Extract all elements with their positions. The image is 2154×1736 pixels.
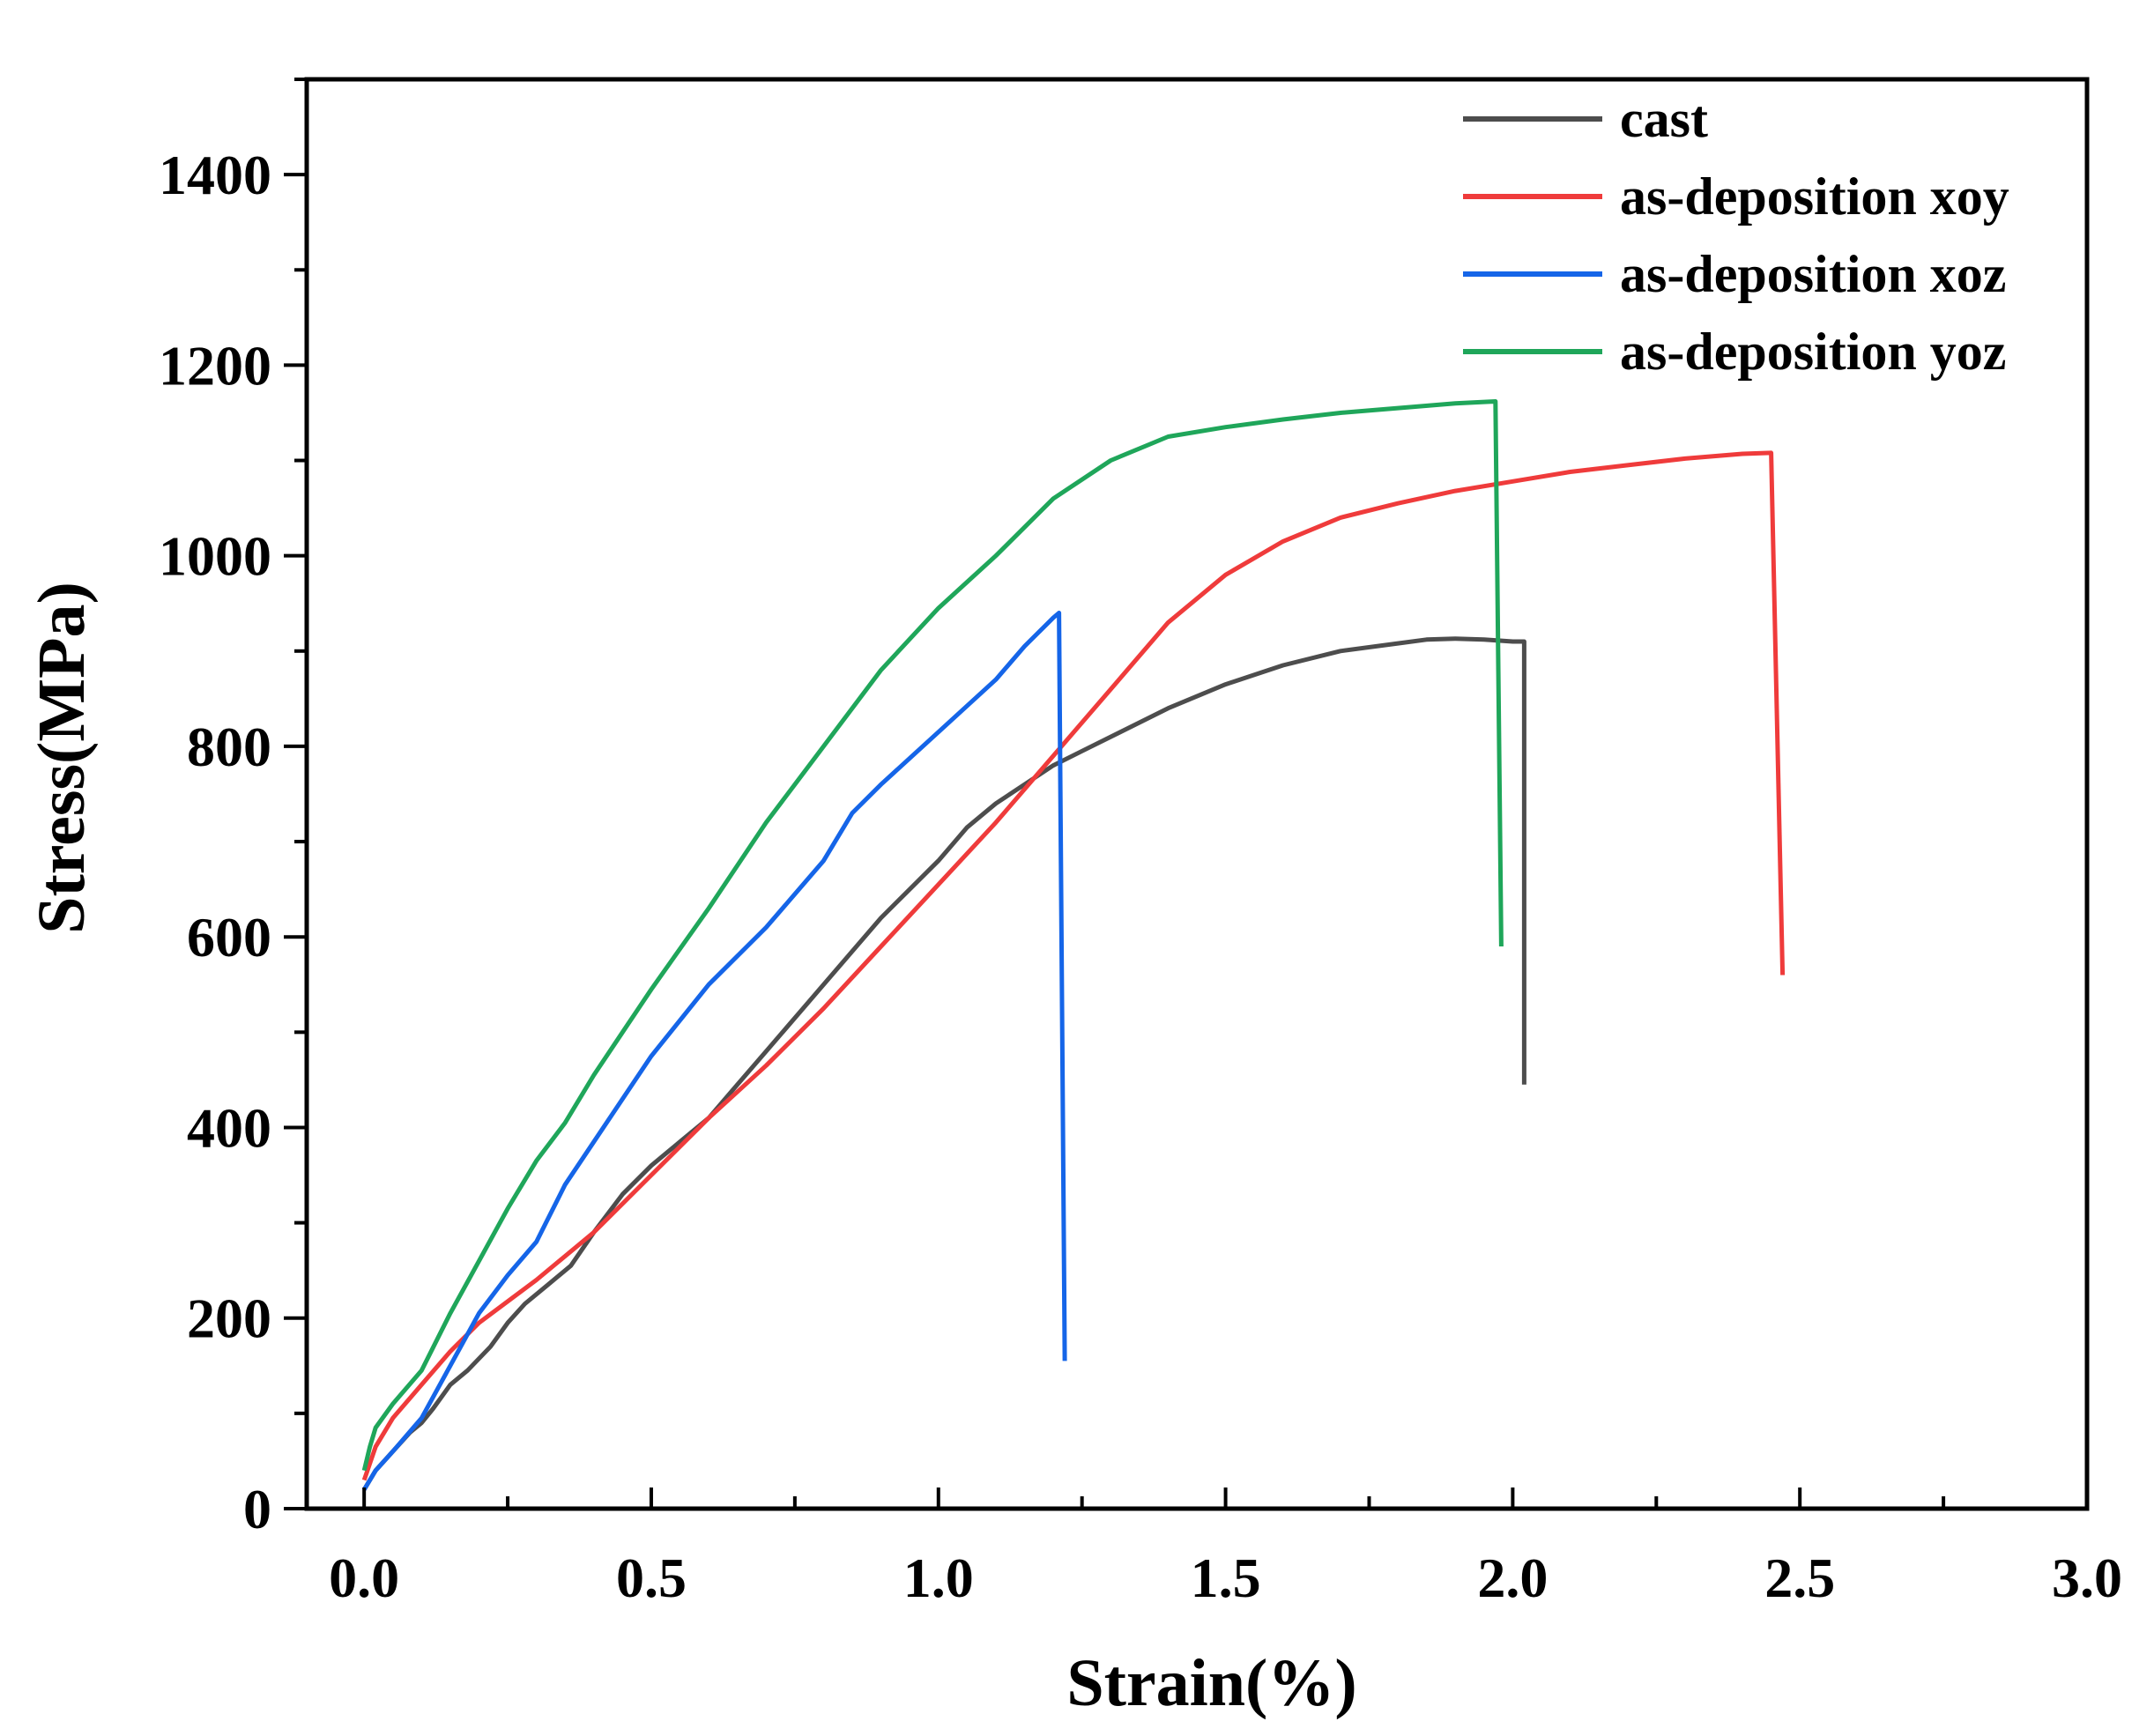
x-tick-label: 2.0 (1477, 1547, 1548, 1609)
legend-label: cast (1620, 90, 1708, 148)
series-line-4 (361, 399, 1504, 1472)
y-tick-label: 0 (243, 1478, 271, 1540)
x-tick-label: 0.5 (616, 1547, 687, 1609)
series-line-2 (361, 450, 1786, 1481)
y-tick-label: 1200 (159, 334, 271, 397)
y-tick-label: 1400 (159, 144, 271, 206)
x-tick-label: 1.5 (1191, 1547, 1261, 1609)
series-line-1 (362, 636, 1526, 1491)
series-line-3 (362, 611, 1067, 1491)
series-layer (361, 399, 1786, 1491)
x-tick-label: 1.0 (903, 1547, 974, 1609)
y-axis-title: Stress(MPa) (25, 582, 99, 934)
x-tick-label: 0.0 (329, 1547, 399, 1609)
x-tick-label: 2.5 (1764, 1547, 1835, 1609)
legend-label: as-deposition yoz (1620, 323, 2006, 381)
legend: cast as-deposition xoy as-deposition xoz as… (1463, 90, 2009, 381)
x-tick-label: 3.0 (2052, 1547, 2122, 1609)
ticks-layer: 0.0 0.5 1.0 1.5 2.0 2.5 3.0 0 200 400 600 800 1000 12… (159, 78, 2122, 1609)
legend-label: as-deposition xoy (1620, 167, 2009, 226)
y-tick-label: 600 (187, 906, 271, 968)
legend-label: as-deposition xoz (1620, 245, 2006, 303)
plot-area-frame (304, 77, 2090, 1511)
y-tick-label: 1000 (159, 525, 271, 588)
axes-layer (304, 77, 2090, 1511)
y-tick-label: 200 (187, 1287, 271, 1350)
y-tick-label: 800 (187, 716, 271, 778)
x-axis-title: Strain(%) (1066, 1646, 1356, 1720)
y-tick-label: 400 (187, 1096, 271, 1159)
